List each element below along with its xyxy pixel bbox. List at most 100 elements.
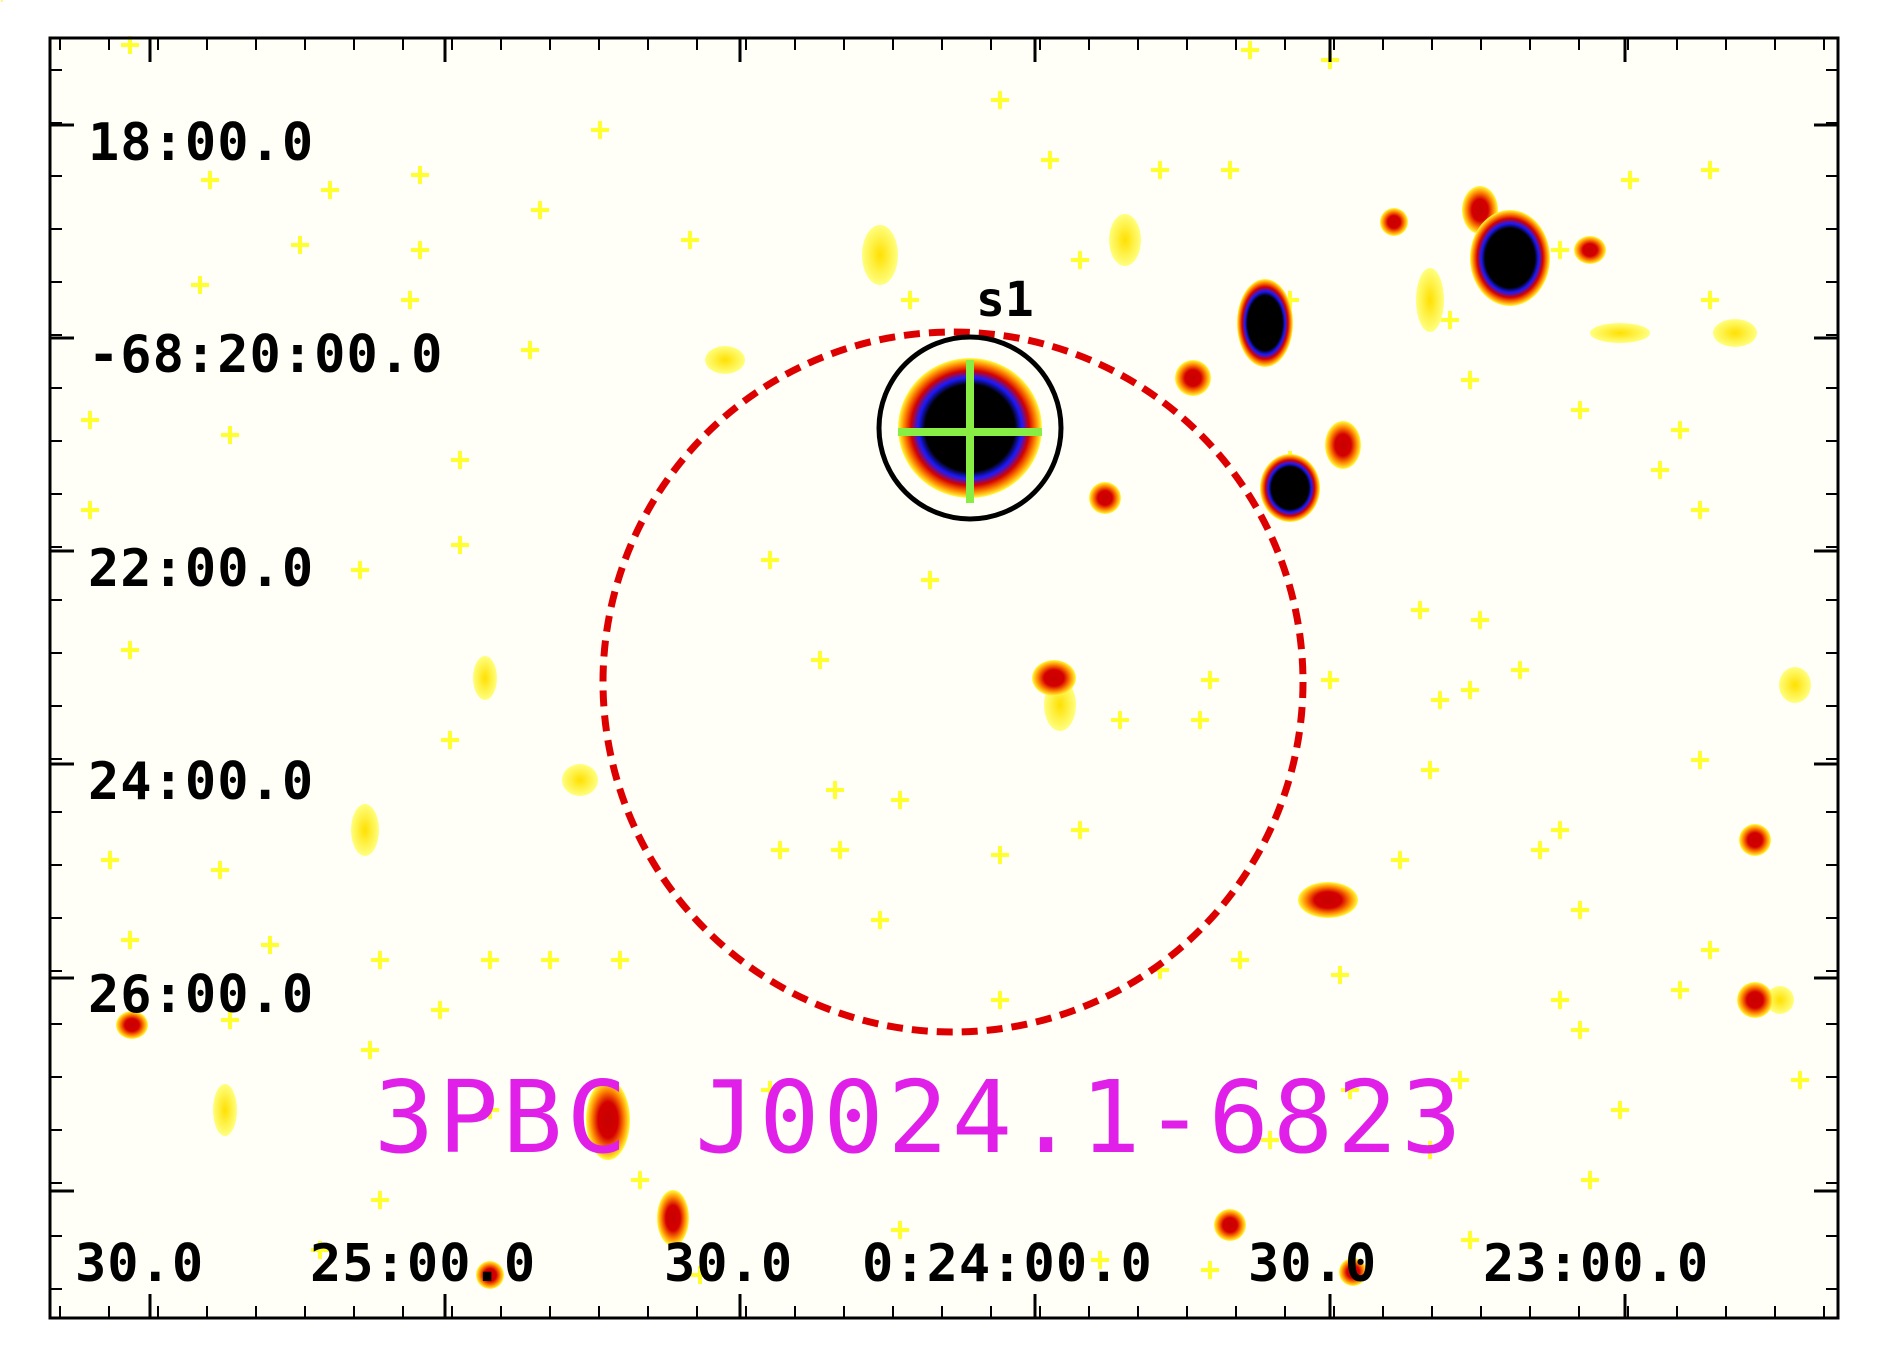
faint-noise-speck: [401, 291, 419, 309]
faint-noise-speck: [921, 571, 939, 589]
faint-noise-speck: [441, 731, 459, 749]
faint-noise-speck: [681, 231, 699, 249]
red-x-ray-source: [1175, 360, 1211, 396]
source-name-title: 3PBC J0024.1-6823: [374, 1059, 1466, 1176]
red-x-ray-source: [116, 1011, 148, 1039]
faint-noise-speck: [1071, 251, 1089, 269]
red-x-ray-source: [1032, 660, 1076, 696]
faint-noise-speck: [631, 1171, 649, 1189]
faint-noise-speck: [481, 1101, 499, 1119]
faint-noise-speck: [1471, 611, 1489, 629]
faint-noise-speck: [371, 1191, 389, 1209]
faint-noise-speck: [121, 931, 139, 949]
faint-noise-speck: [991, 991, 1009, 1009]
faint-extended-emission: [862, 225, 898, 285]
red-x-ray-source: [1380, 208, 1408, 236]
faint-extended-emission: [562, 764, 598, 796]
faint-noise-speck: [1191, 711, 1209, 729]
red-x-ray-source: [1298, 882, 1358, 918]
faint-extended-emission: [1766, 986, 1794, 1014]
faint-noise-speck: [826, 781, 844, 799]
faint-noise-speck: [1621, 171, 1639, 189]
faint-noise-speck: [771, 841, 789, 859]
faint-noise-speck: [1571, 1021, 1589, 1039]
faint-noise-speck: [1701, 941, 1719, 959]
faint-noise-speck: [451, 451, 469, 469]
faint-noise-speck: [1551, 821, 1569, 839]
faint-noise-speck: [1111, 711, 1129, 729]
faint-noise-speck: [591, 121, 609, 139]
faint-noise-speck: [191, 276, 209, 294]
red-x-ray-source: [1574, 236, 1606, 264]
faint-noise-speck: [121, 36, 139, 54]
faint-noise-speck: [811, 651, 829, 669]
faint-extended-emission: [213, 1084, 237, 1136]
faint-noise-speck: [1611, 1101, 1629, 1119]
ra-tick-label: 30.0: [1248, 1234, 1378, 1294]
faint-noise-speck: [1461, 1231, 1479, 1249]
faint-noise-speck: [261, 936, 279, 954]
faint-noise-speck: [611, 951, 629, 969]
faint-extended-emission: [1779, 667, 1811, 703]
faint-noise-speck: [81, 411, 99, 429]
ra-tick-label: 30.0: [664, 1234, 794, 1294]
bright-x-ray-source: [1470, 210, 1550, 306]
faint-noise-speck: [991, 846, 1009, 864]
faint-noise-speck: [351, 561, 369, 579]
faint-extended-emission: [1, 0, 3, 2]
faint-noise-speck: [321, 181, 339, 199]
faint-noise-speck: [1551, 991, 1569, 1009]
ra-tick-label: 0:24:00.0: [862, 1234, 1153, 1294]
faint-noise-speck: [521, 341, 539, 359]
source-blobs: [1, 0, 1811, 1289]
faint-noise-speck: [81, 501, 99, 519]
faint-noise-speck: [1201, 1261, 1219, 1279]
faint-noise-speck: [431, 1001, 449, 1019]
faint-noise-speck: [1431, 691, 1449, 709]
faint-noise-speck: [1551, 241, 1569, 259]
faint-noise-speck: [1151, 961, 1169, 979]
source-label-s1: s1: [976, 272, 1034, 328]
red-x-ray-source: [657, 1190, 689, 1246]
faint-extended-emission: [1416, 268, 1444, 332]
faint-noise-speck: [211, 861, 229, 879]
faint-noise-speck: [1701, 291, 1719, 309]
dec-tick-label: 26:00.0: [88, 965, 315, 1025]
faint-noise-speck: [1281, 291, 1299, 309]
faint-noise-speck: [991, 91, 1009, 109]
faint-noise-speck: [1231, 951, 1249, 969]
faint-noise-speck: [1221, 161, 1239, 179]
faint-noise-speck: [1391, 851, 1409, 869]
faint-noise-speck: [411, 166, 429, 184]
plot-frame: [48, 36, 1840, 1320]
faint-noise-speck: [201, 171, 219, 189]
ra-tick-label: 25:00.0: [310, 1234, 537, 1294]
dec-tick-label: 18:00.0: [88, 113, 315, 173]
faint-noise-speck: [1071, 821, 1089, 839]
red-x-ray-source: [1737, 982, 1773, 1018]
faint-noise-speck: [1531, 841, 1549, 859]
faint-noise-speck: [221, 426, 239, 444]
faint-noise-speck: [891, 1221, 909, 1239]
faint-noise-speck: [761, 551, 779, 569]
faint-noise-speck: [1571, 401, 1589, 419]
faint-noise-speck: [871, 911, 889, 929]
faint-noise-speck: [831, 841, 849, 859]
faint-noise-speck: [1511, 661, 1529, 679]
faint-noise-speck: [1671, 981, 1689, 999]
red-x-ray-source: [1739, 824, 1771, 856]
faint-noise-speck: [1151, 161, 1169, 179]
faint-noise-speck: [411, 241, 429, 259]
faint-extended-emission: [473, 656, 497, 700]
faint-noise-speck: [1581, 1171, 1599, 1189]
dec-tick-label: 24:00.0: [88, 752, 315, 812]
faint-extended-emission: [1713, 319, 1757, 347]
faint-noise-speck: [901, 291, 919, 309]
faint-noise-speck: [1421, 761, 1439, 779]
faint-noise-speck: [311, 1241, 329, 1259]
faint-noise-speck: [451, 536, 469, 554]
faint-noise-speck: [1331, 966, 1349, 984]
faint-noise-speck: [1461, 681, 1479, 699]
faint-noise-speck: [891, 791, 909, 809]
faint-noise-speck: [1461, 371, 1479, 389]
